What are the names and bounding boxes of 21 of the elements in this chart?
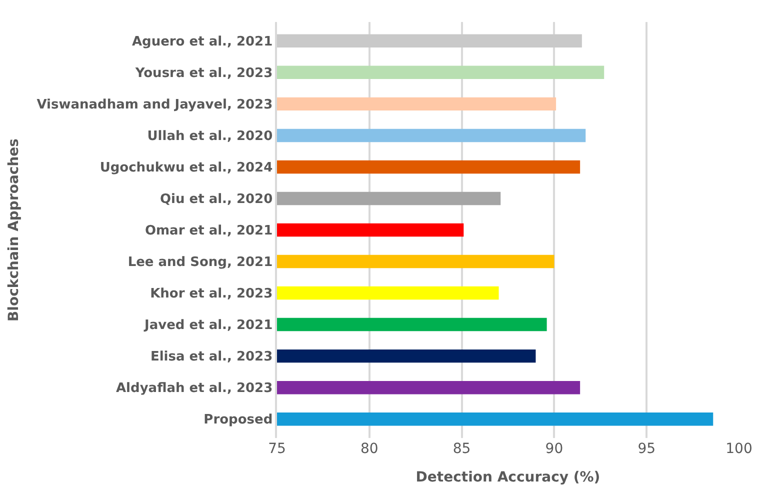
y-tick-label: Qiu et al., 2020 <box>160 192 273 208</box>
y-tick-label: Omar et al., 2021 <box>144 224 273 239</box>
y-axis-title: Blockchain Approaches <box>6 138 22 322</box>
y-tick-label: Yousra et al., 2023 <box>134 66 273 81</box>
y-tick-label: Lee and Song, 2021 <box>128 255 273 270</box>
y-tick-label: Ullah et al., 2020 <box>147 129 273 144</box>
x-tick-label: 90 <box>545 441 564 457</box>
y-tick-label: Khor et al., 2023 <box>150 286 273 302</box>
y-tick-label: Ugochukwu et al., 2024 <box>100 160 273 176</box>
x-tick-label: 85 <box>452 441 471 457</box>
y-tick-label: Javed et al., 2021 <box>144 318 273 334</box>
x-tick-label: 75 <box>268 441 286 457</box>
x-tick-label: 100 <box>726 441 752 457</box>
y-tick-label: Elisa et al., 2023 <box>150 350 273 365</box>
y-tick-label: Proposed <box>204 412 273 428</box>
y-tick-label: Aldyaflah et al., 2023 <box>116 381 273 396</box>
y-tick-label: Viswanadham and Jayavel, 2023 <box>36 97 273 112</box>
x-tick-label: 95 <box>638 441 656 457</box>
x-tick-label: 80 <box>360 441 378 457</box>
y-tick-label: Aguero et al., 2021 <box>132 34 273 50</box>
x-axis-title: Detection Accuracy (%) <box>416 469 600 486</box>
